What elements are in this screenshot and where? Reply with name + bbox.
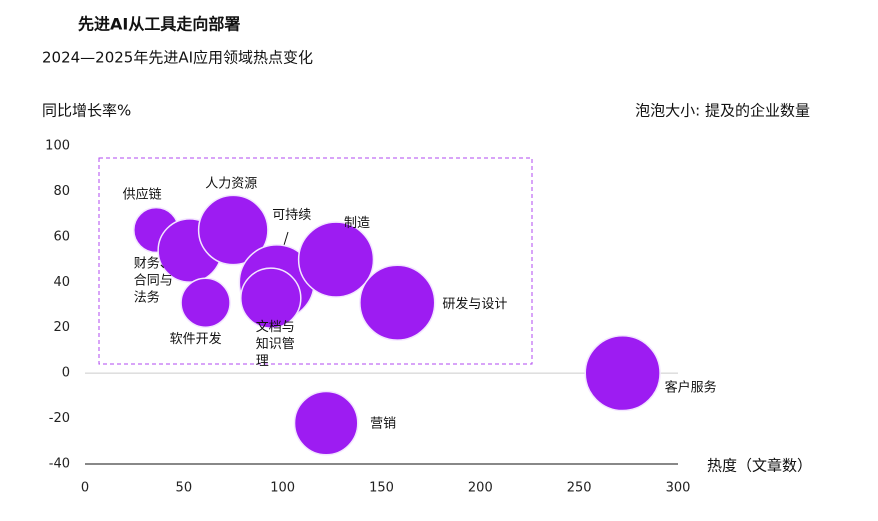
y-tick-label: 40: [53, 275, 70, 290]
highlight-box: [98, 157, 533, 365]
bubble: [293, 390, 359, 456]
bubble-label: 制造: [344, 216, 370, 231]
label-line: 财务、: [134, 255, 173, 271]
label-line: 理: [256, 354, 269, 369]
chart-subtitle: 2024—2025年先进AI应用领域热点变化: [42, 49, 313, 67]
x-axis-title: 热度（文章数）: [707, 457, 812, 475]
y-tick-label: 60: [53, 229, 70, 244]
bubble-label: 营销: [370, 417, 396, 432]
y-tick-label: 80: [53, 184, 70, 199]
label-line: 知识管: [256, 336, 295, 352]
bubble-label: 文档与知识管理: [256, 320, 295, 369]
y-tick-label: 0: [62, 366, 70, 381]
x-tick-label: 150: [369, 481, 394, 496]
bubble-label: 财务、合同与法务: [134, 255, 173, 305]
bubble: [297, 221, 375, 298]
size-legend: 泡泡大小: 提及的企业数量: [635, 102, 810, 120]
bubble: [180, 277, 231, 328]
bubble-label: 可持续: [272, 208, 311, 223]
bubble-label: 供应链: [123, 187, 162, 203]
x-tick-label: 250: [567, 481, 592, 496]
x-tick-label: 200: [468, 481, 493, 496]
x-tick-label: 100: [270, 481, 295, 496]
label-line: 文档与: [256, 320, 295, 335]
bubble-label: 研发与设计: [442, 296, 507, 312]
bubble-label: 人力资源: [205, 177, 257, 192]
bubble: [359, 264, 436, 341]
y-tick-label: 100: [45, 139, 70, 154]
x-tick-label: 300: [666, 481, 691, 496]
y-tick-label: -20: [49, 411, 70, 426]
y-tick-label: 20: [53, 320, 70, 335]
x-tick-label: 0: [81, 481, 89, 496]
bubble: [197, 194, 269, 266]
y-tick-label: -40: [49, 457, 70, 472]
bubble: [240, 267, 302, 329]
x-tick-label: 50: [176, 481, 193, 496]
label-line: 法务: [134, 289, 160, 305]
bubble-label: 软件开发: [170, 331, 222, 347]
bubble: [584, 334, 661, 412]
label-line: 合同与: [134, 273, 173, 288]
chart-title: 先进AI从工具走向部署: [78, 15, 240, 34]
y-axis-title: 同比增长率%: [42, 102, 131, 120]
bubble-label: 客户服务: [665, 380, 717, 396]
